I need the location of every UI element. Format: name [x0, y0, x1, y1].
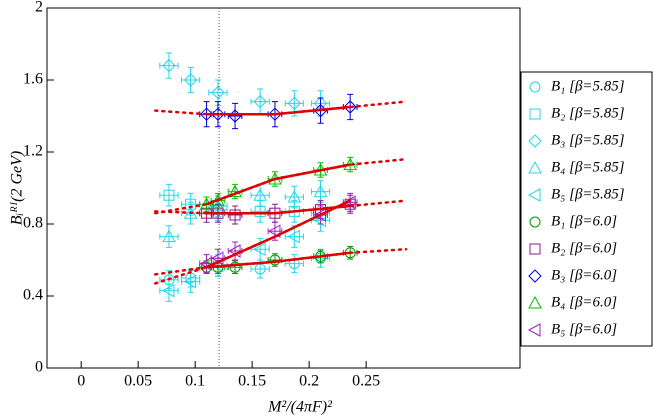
marker	[163, 189, 175, 201]
error-bar	[250, 259, 270, 279]
legend-label: B₁ [β=6.0]	[551, 213, 617, 229]
legend-label: B₅ [β=6.0]	[551, 321, 617, 337]
marker	[527, 323, 541, 337]
marker	[162, 229, 176, 243]
legend-label: B₄ [β=6.0]	[551, 294, 617, 310]
marker	[253, 188, 267, 201]
marker	[313, 184, 328, 198]
marker	[229, 261, 241, 273]
x-tick-label: 0.1	[185, 373, 205, 390]
marker	[529, 108, 541, 120]
error-bar	[227, 102, 243, 130]
y-tick-label: 0	[35, 359, 43, 376]
error-bar	[284, 225, 304, 248]
marker	[287, 229, 300, 244]
x-tick-label: 0.05	[124, 373, 152, 390]
marker	[528, 160, 542, 174]
y-tick-label: 0.8	[23, 215, 43, 232]
marker	[287, 96, 302, 111]
error-bar	[284, 254, 304, 274]
error-bar	[250, 237, 270, 261]
error-bar	[208, 79, 228, 106]
marker	[162, 58, 176, 73]
marker	[528, 269, 542, 283]
marker	[183, 73, 198, 87]
x-axis-label: M²/(4πF)²	[267, 399, 333, 416]
plot-frame	[46, 7, 521, 369]
marker	[199, 107, 214, 121]
fit-line	[206, 163, 351, 206]
marker	[161, 283, 175, 298]
marker	[343, 100, 357, 114]
error-bar	[159, 225, 179, 248]
x-tick-label: 0.15	[238, 373, 266, 390]
legend-label: B₄ [β=5.85]	[551, 159, 625, 175]
marker	[287, 189, 302, 203]
marker	[267, 224, 281, 239]
legend-label: B₅ [β=5.85]	[551, 186, 625, 202]
y-tick-label: 2	[35, 0, 43, 16]
marker	[229, 209, 241, 221]
fit-line	[206, 251, 351, 269]
error-bar	[180, 66, 201, 94]
marker	[183, 274, 197, 289]
marker	[228, 184, 242, 198]
marker	[529, 243, 541, 255]
x-tick-label: 0.2	[299, 373, 319, 390]
error-bar	[180, 270, 201, 293]
marker	[268, 107, 282, 121]
error-bar	[284, 185, 304, 209]
error-bar	[227, 260, 243, 274]
legend-label: B₃ [β=5.85]	[551, 132, 625, 148]
marker	[183, 206, 198, 219]
y-tick-label: 1.6	[23, 71, 43, 88]
y-axis-label: Bᵢᴿᴵ(2 GeV)	[9, 151, 26, 226]
marker	[527, 188, 541, 202]
x-tick-label: 0.25	[352, 373, 380, 390]
error-bar	[284, 90, 304, 117]
legend: B₁ [β=5.85] B₂ [β=5.85] B₃ [β=5.85] B₄ [β=5…	[520, 71, 653, 347]
marker	[211, 85, 225, 100]
legend-label: B₁ [β=5.85]	[551, 78, 625, 94]
fit-line	[206, 105, 351, 116]
legend-label: B₃ [β=6.0]	[551, 267, 617, 283]
fit-extrapolation	[154, 100, 408, 116]
fit-line	[206, 204, 351, 215]
marker	[528, 134, 542, 148]
marker	[253, 94, 267, 109]
fit-extrapolation	[154, 157, 408, 215]
y-tick-label: 1.2	[23, 143, 43, 160]
marker	[253, 242, 266, 257]
error-bar	[227, 205, 243, 225]
marker	[529, 81, 541, 93]
error-bar	[159, 183, 179, 207]
marker	[528, 295, 542, 309]
marker	[211, 107, 225, 121]
x-tick-label: 0	[77, 373, 85, 390]
error-bar	[250, 88, 270, 115]
legend-frame	[520, 71, 653, 347]
legend-label: B₂ [β=5.85]	[551, 105, 625, 121]
marker	[529, 216, 541, 228]
legend-label: B₂ [β=6.0]	[551, 240, 617, 256]
fit-line	[206, 199, 351, 269]
y-tick-label: 0.4	[23, 287, 43, 304]
error-bar	[159, 279, 179, 302]
error-bar	[159, 52, 179, 79]
error-bar	[310, 180, 331, 203]
error-bar	[250, 183, 270, 207]
marker	[313, 208, 327, 222]
error-bar	[250, 200, 270, 223]
